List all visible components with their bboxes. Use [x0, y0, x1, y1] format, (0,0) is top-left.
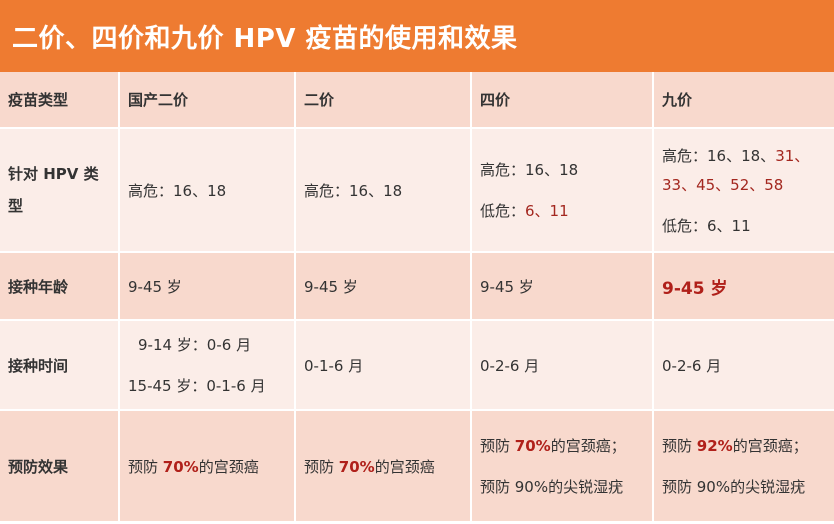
efficacy-suffix: 的宫颈癌； — [732, 437, 808, 455]
page-title: 二价、四价和九价 HPV 疫苗的使用和效果 — [12, 23, 518, 54]
efficacy-suffix: 的宫颈癌 — [374, 457, 435, 476]
cell-age-quadrivalent: 9-45 岁 — [471, 252, 654, 321]
cell-schedule-bivalent: 0-1-6 月 — [295, 320, 472, 411]
efficacy-prefix: 预防 — [662, 437, 697, 455]
cell-hpv-quadrivalent: 高危：16、18 低危：6、11 — [471, 128, 654, 253]
hpv-nonavalent-low-risk: 低危：6、11 — [662, 216, 751, 235]
header-domestic-bivalent: 国产二价 — [119, 72, 296, 129]
efficacy-nonavalent-pct: 92% — [696, 437, 733, 455]
table-header-row: 疫苗类型 国产二价 二价 四价 九价 — [0, 72, 834, 129]
efficacy-prefix: 预防 — [304, 457, 339, 476]
schedule-domestic-bivalent-line1: 9-14 岁：0-6 月 — [138, 336, 252, 354]
efficacy-quadrivalent-pct: 70% — [514, 437, 551, 455]
efficacy-nonavalent-warts: 预防 90%的尖锐湿疣 — [662, 478, 806, 496]
hpv-quadrivalent-low-risk-values: 6、11 — [525, 202, 569, 220]
header-bivalent: 二价 — [295, 72, 472, 129]
cell-hpv-bivalent: 高危：16、18 — [295, 128, 472, 253]
row-label-hpv-types: 针对 HPV 类型 — [0, 128, 120, 253]
row-label-hpv-types-text: 针对 HPV 类型 — [8, 165, 99, 215]
row-label-age: 接种年龄 — [0, 252, 120, 321]
hpv-quadrivalent-low-risk-prefix: 低危： — [480, 202, 526, 220]
header-nonavalent: 九价 — [653, 72, 834, 129]
row-label-efficacy: 预防效果 — [0, 410, 120, 523]
row-label-schedule: 接种时间 — [0, 320, 120, 411]
efficacy-domestic-bivalent-pct: 70% — [162, 457, 199, 476]
hpv-nonavalent-high-risk-extra-1: 31、 — [775, 146, 810, 165]
cell-efficacy-nonavalent: 预防 92%的宫颈癌； 预防 90%的尖锐湿疣 — [653, 410, 834, 523]
table-row-schedule: 接种时间 9-14 岁：0-6 月 15-45 岁：0-1-6 月 0-1-6 … — [0, 320, 834, 411]
hpv-quadrivalent-high-risk: 高危：16、18 — [480, 161, 579, 179]
cell-schedule-quadrivalent: 0-2-6 月 — [471, 320, 654, 411]
hpv-quadrivalent-low-risk: 低危：6、11 — [480, 200, 652, 221]
cell-schedule-domestic-bivalent: 9-14 岁：0-6 月 15-45 岁：0-1-6 月 — [119, 320, 296, 411]
header-vaccine-type: 疫苗类型 — [0, 72, 120, 129]
table-row-hpv-types: 针对 HPV 类型 高危：16、18 高危：16、18 高危：16、18 低危：… — [0, 128, 834, 253]
cell-efficacy-domestic-bivalent: 预防 70%的宫颈癌 — [119, 410, 296, 523]
efficacy-quadrivalent-cervical: 预防 70%的宫颈癌； — [480, 435, 652, 456]
title-bar: 二价、四价和九价 HPV 疫苗的使用和效果 — [0, 0, 834, 72]
efficacy-nonavalent-cervical: 预防 92%的宫颈癌； — [662, 435, 834, 456]
cell-age-domestic-bivalent: 9-45 岁 — [119, 252, 296, 321]
efficacy-suffix: 的宫颈癌 — [198, 457, 259, 476]
efficacy-suffix: 的宫颈癌； — [550, 437, 626, 455]
efficacy-quadrivalent-warts: 预防 90%的尖锐湿疣 — [480, 478, 624, 496]
cell-schedule-nonavalent: 0-2-6 月 — [653, 320, 834, 411]
header-quadrivalent: 四价 — [471, 72, 654, 129]
cell-age-bivalent: 9-45 岁 — [295, 252, 472, 321]
efficacy-prefix: 预防 — [128, 457, 163, 476]
table-row-efficacy: 预防效果 预防 70%的宫颈癌 预防 70%的宫颈癌 预防 70%的宫颈癌； 预… — [0, 410, 834, 523]
hpv-nonavalent-high-risk-line1: 高危：16、18、31、 — [662, 145, 834, 166]
efficacy-prefix: 预防 — [480, 437, 515, 455]
table-row-age: 接种年龄 9-45 岁 9-45 岁 9-45 岁 9-45 岁 — [0, 252, 834, 321]
age-nonavalent-value: 9-45 岁 — [662, 278, 728, 299]
cell-hpv-nonavalent: 高危：16、18、31、 33、45、52、58 低危：6、11 — [653, 128, 834, 253]
hpv-nonavalent-high-risk-prefix: 高危：16、18、 — [662, 146, 776, 165]
hpv-nonavalent-high-risk-extra-2: 33、45、52、58 — [662, 175, 784, 194]
schedule-domestic-bivalent-line2: 15-45 岁：0-1-6 月 — [128, 377, 266, 395]
cell-efficacy-quadrivalent: 预防 70%的宫颈癌； 预防 90%的尖锐湿疣 — [471, 410, 654, 523]
cell-efficacy-bivalent: 预防 70%的宫颈癌 — [295, 410, 472, 523]
hpv-vaccine-table: 疫苗类型 国产二价 二价 四价 九价 针对 HPV 类型 高危：16、18 高危… — [0, 72, 834, 523]
cell-age-nonavalent: 9-45 岁 — [653, 252, 834, 321]
cell-hpv-domestic-bivalent: 高危：16、18 — [119, 128, 296, 253]
efficacy-bivalent-pct: 70% — [338, 457, 375, 476]
